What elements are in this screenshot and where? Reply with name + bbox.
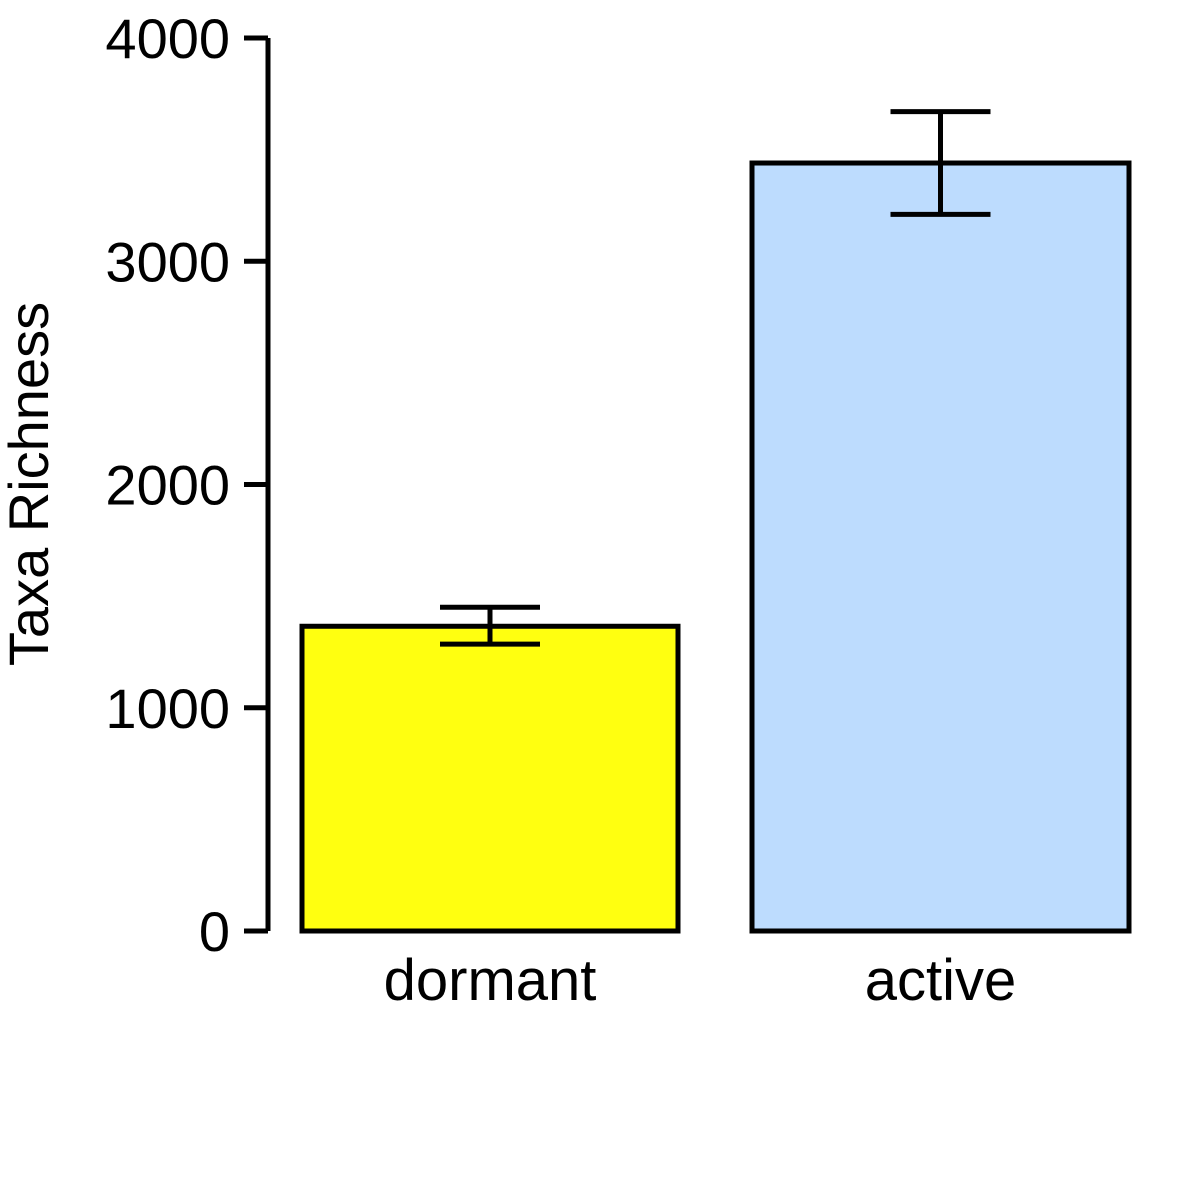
y-tick-label: 3000 [105,230,230,293]
y-ticks: 0 1000 2000 3000 4000 [105,7,268,963]
error-bars-layer [440,109,991,647]
y-axis-label: Taxa Richness [0,302,60,666]
y-tick-label: 2000 [105,454,230,517]
bar-dormant [299,623,681,934]
y-tick-label: 4000 [105,7,230,70]
bar-active [749,160,1132,934]
y-tick-label: 1000 [105,677,230,740]
y-tick-label: 0 [199,900,230,963]
error-bar-dormant [440,604,540,647]
category-label-active: active [865,948,1017,1013]
error-bar-active [890,109,991,217]
x-category-labels: dormant active [384,948,1017,1013]
bars-layer [299,160,1132,934]
category-label-dormant: dormant [384,948,597,1013]
